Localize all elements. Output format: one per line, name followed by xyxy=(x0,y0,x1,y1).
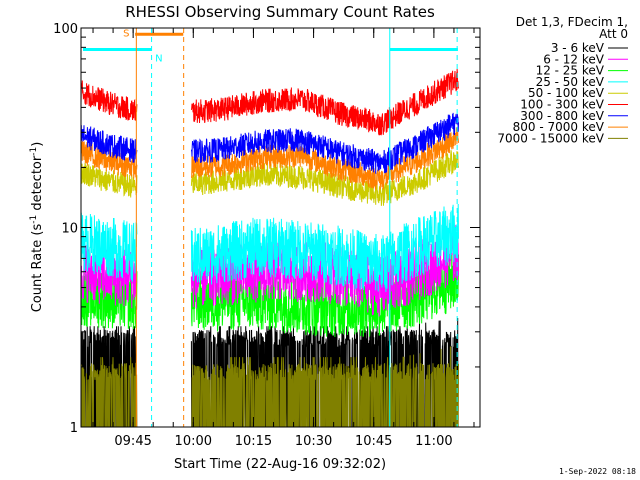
legend-label-1: 3 - 6 keV xyxy=(551,41,605,55)
legend-label-5: 50 - 100 keV xyxy=(528,86,605,100)
series-line-7-seg-2 xyxy=(190,112,459,174)
legend-label-6: 100 - 300 keV xyxy=(520,98,604,112)
chart-title: RHESSI Observing Summary Count Rates xyxy=(125,3,435,21)
saa-flag-label: S xyxy=(123,28,129,39)
y-tick-label-1: 1 xyxy=(70,421,78,436)
series-line-6-seg-2 xyxy=(190,68,459,136)
y-tick-label-2: 10 xyxy=(61,222,78,237)
series-line-4-seg-2 xyxy=(190,203,459,293)
legend-header-line-1: Det 1,3, FDecim 1, xyxy=(516,15,628,29)
x-tick-label-1: 09:45 xyxy=(114,434,151,449)
footer-timestamp: 1-Sep-2022 08:18 xyxy=(559,467,636,476)
legend-label-3: 12 - 25 keV xyxy=(536,64,605,78)
series-line-4-seg-1 xyxy=(80,212,138,282)
y-axis-label-sup: -1 xyxy=(29,215,39,224)
x-tick-label-6: 11:00 xyxy=(415,434,452,449)
legend-label-4: 25 - 50 keV xyxy=(536,75,605,89)
series-25-50keV xyxy=(80,203,459,293)
legend-label-8: 800 - 7000 keV xyxy=(513,120,605,134)
axes: 1 10 100 09:45 10:00 10:15 10:30 10:45 11:00 xyxy=(53,22,481,449)
series-800-7000keV xyxy=(80,127,459,191)
series-line-8-seg-1 xyxy=(80,140,138,179)
series-line-8-seg-2 xyxy=(190,127,459,191)
x-tick-label-3: 10:15 xyxy=(235,434,272,449)
y-axis-label-sup-2: -1 xyxy=(29,147,39,156)
legend-label-7: 300 - 800 keV xyxy=(520,109,604,123)
x-tick-label-2: 10:00 xyxy=(175,434,212,449)
y-axis-label-tail: detector xyxy=(30,155,45,215)
legend-label-9: 7000 - 15000 keV xyxy=(497,131,604,145)
night-flag-label: N xyxy=(155,54,162,65)
legend-label-2: 6 - 12 keV xyxy=(543,52,605,66)
y-axis-label-main: Count Rate (s xyxy=(30,224,45,313)
x-axis-label: Start Time (22-Aug-16 09:32:02) xyxy=(174,457,386,472)
series-line-6-seg-1 xyxy=(80,80,138,121)
series-line-7-seg-1 xyxy=(80,125,138,163)
legend-header-line-2: Att 0 xyxy=(599,27,628,41)
y-axis-label-end: ) xyxy=(30,142,45,147)
series-100-300keV xyxy=(80,68,459,136)
series-line-5-seg-1 xyxy=(80,162,138,198)
series-300-800keV xyxy=(80,112,459,174)
y-axis-label: Count Rate (s-1 detector-1) xyxy=(29,142,45,313)
x-tick-label-5: 10:45 xyxy=(355,434,392,449)
plot-area: SN xyxy=(80,28,459,428)
y-tick-label-3: 100 xyxy=(53,22,78,37)
x-tick-label-4: 10:30 xyxy=(295,434,332,449)
